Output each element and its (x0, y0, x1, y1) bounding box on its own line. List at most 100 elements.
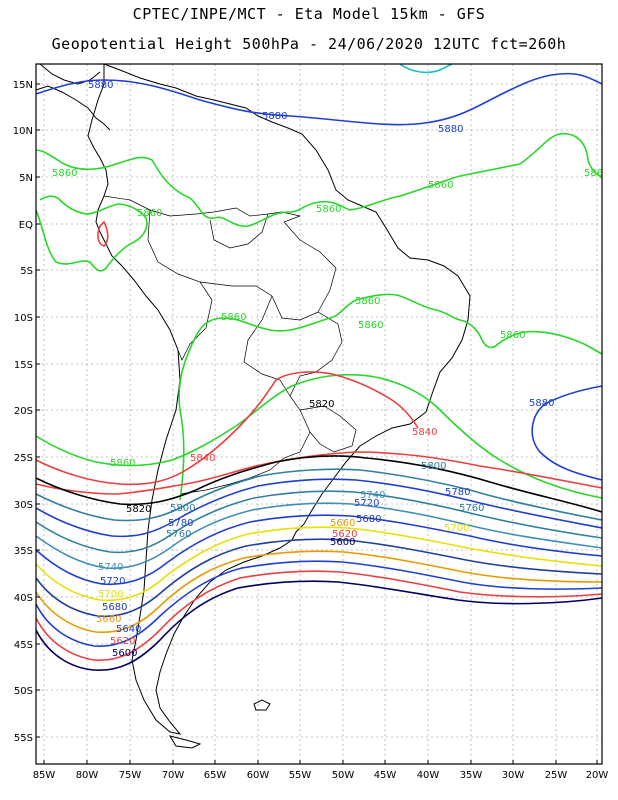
label-5880-d: 5880 (529, 398, 554, 409)
label-5740-b: 5740 (98, 562, 123, 573)
lat-tick-label: 40S (14, 593, 33, 604)
label-5720-b: 5720 (100, 576, 125, 587)
label-5820-b: 5820 (126, 504, 151, 515)
label-5860-e: 5860 (355, 296, 380, 307)
contour-5780 (35, 478, 603, 538)
lon-tick-label: 30W (502, 770, 525, 781)
lat-tick-label: 35S (14, 546, 33, 557)
label-5880-b: 5880 (262, 111, 287, 122)
lat-tick-label: 45S (14, 640, 33, 651)
lon-tick-label: 25W (545, 770, 568, 781)
lon-tick-label: 60W (247, 770, 270, 781)
lat-tick-label: EQ (19, 220, 33, 231)
lat-tick-label: 25S (14, 453, 33, 464)
contour-5840 (35, 371, 419, 486)
lat-tick-label: 10S (14, 313, 33, 324)
south-america-coastline (87, 63, 471, 735)
contour-layer (35, 63, 603, 671)
lat-tick-label: 20S (14, 406, 33, 417)
lon-tick-label: 55W (289, 770, 312, 781)
contour-5840-west-peru (97, 220, 109, 247)
lat-tick-label: 50S (14, 686, 33, 697)
country-borders (103, 195, 357, 495)
label-5780-b: 5780 (168, 518, 193, 529)
label-5600-b: 5600 (112, 648, 137, 659)
contour-5860-central (178, 293, 603, 501)
contour-5740 (35, 502, 603, 570)
lat-lon-grid (36, 64, 602, 764)
label-5860-d: 5860 (428, 180, 453, 191)
contour-5720 (35, 514, 603, 586)
lon-tick-label: 80W (76, 770, 99, 781)
label-5740-a: 5740 (360, 490, 385, 501)
latitude-axis: 15N 10N 5N EQ 5S 10S 15S 20S 25S 30S 35S 40S 45S 50S 5… (13, 80, 40, 744)
lon-tick-label: 70W (162, 770, 185, 781)
label-5620-a: 5620 (332, 529, 357, 540)
contour-5860-west-loop (35, 195, 148, 272)
label-5860-b: 5860 (137, 208, 162, 219)
falkland-islands (253, 699, 271, 711)
contour-label-layer: 5880 5880 5880 5880 5860 5860 5860 5860 … (52, 80, 603, 659)
label-5800-a: 5800 (421, 461, 446, 472)
label-5660-b: 5660 (96, 614, 121, 625)
label-5860-i: 5860 (110, 458, 135, 469)
label-5880-a: 5880 (88, 80, 113, 91)
lon-tick-label: 85W (33, 770, 56, 781)
map-frame (35, 63, 603, 765)
lat-tick-label: 15S (14, 360, 33, 371)
label-5860-a: 5860 (52, 168, 77, 179)
label-5700-b: 5700 (98, 589, 123, 600)
label-5760-a: 5760 (459, 503, 484, 514)
label-5860-g: 5860 (221, 312, 246, 323)
coastline-layer (35, 63, 471, 749)
lat-tick-label: 10N (13, 126, 33, 137)
map-title-line-2: Geopotential Height 500hPa - 24/06/2020 … (51, 35, 567, 53)
label-5860-j: 586 (584, 168, 603, 179)
label-5720-a: 5720 (354, 498, 379, 509)
lon-tick-label: 50W (332, 770, 355, 781)
contour-5880-south (531, 385, 603, 481)
label-5680-b: 5680 (102, 602, 127, 613)
longitude-axis: 85W 80W 75W 70W 65W 60W 55W 50W 45W 40W 35W 30W 25W 2… (33, 760, 609, 781)
lon-tick-label: 45W (374, 770, 397, 781)
contour-5680 (35, 538, 603, 618)
label-5820-a: 5820 (309, 399, 334, 410)
contour-5660 (35, 550, 603, 634)
label-5860-h: 5860 (500, 330, 525, 341)
lat-tick-label: 5S (20, 266, 33, 277)
contour-5640 (35, 560, 603, 647)
contour-5820 (35, 455, 603, 513)
label-5840-b: 5840 (412, 427, 437, 438)
contour-5860-south (35, 373, 603, 499)
lat-tick-label: 30S (14, 500, 33, 511)
contour-5600 (35, 580, 603, 671)
label-5760-b: 5760 (166, 529, 191, 540)
contour-5860-north (35, 132, 603, 227)
map-title-line-1: CPTEC/INPE/MCT - Eta Model 15km - GFS (132, 5, 486, 23)
lon-tick-label: 75W (119, 770, 142, 781)
label-5620-b: 5620 (110, 636, 135, 647)
label-5680-a: 5680 (356, 514, 381, 525)
contour-5880-north (35, 72, 603, 126)
lat-tick-label: 15N (13, 80, 33, 91)
label-5700-a: 5700 (444, 523, 469, 534)
contour-5800 (35, 468, 603, 522)
label-5800-b: 5800 (170, 503, 195, 514)
label-5880-c: 5880 (438, 124, 463, 135)
central-america-coastline (35, 63, 111, 131)
label-5860-c: 5860 (316, 204, 341, 215)
contour-5700 (35, 526, 603, 602)
label-5860-f: 5860 (358, 320, 383, 331)
lat-tick-label: 5N (19, 173, 33, 184)
lat-tick-label: 55S (14, 733, 33, 744)
contour-5900 (399, 63, 453, 74)
contour-5760 (35, 490, 603, 554)
contour-5620 (35, 570, 603, 661)
label-5660-a: 5660 (330, 518, 355, 529)
lon-tick-label: 35W (460, 770, 483, 781)
label-5640-a: 5640 (116, 624, 141, 635)
lon-tick-label: 65W (204, 770, 227, 781)
label-5780-a: 5780 (445, 487, 470, 498)
lon-tick-label: 20W (586, 770, 609, 781)
